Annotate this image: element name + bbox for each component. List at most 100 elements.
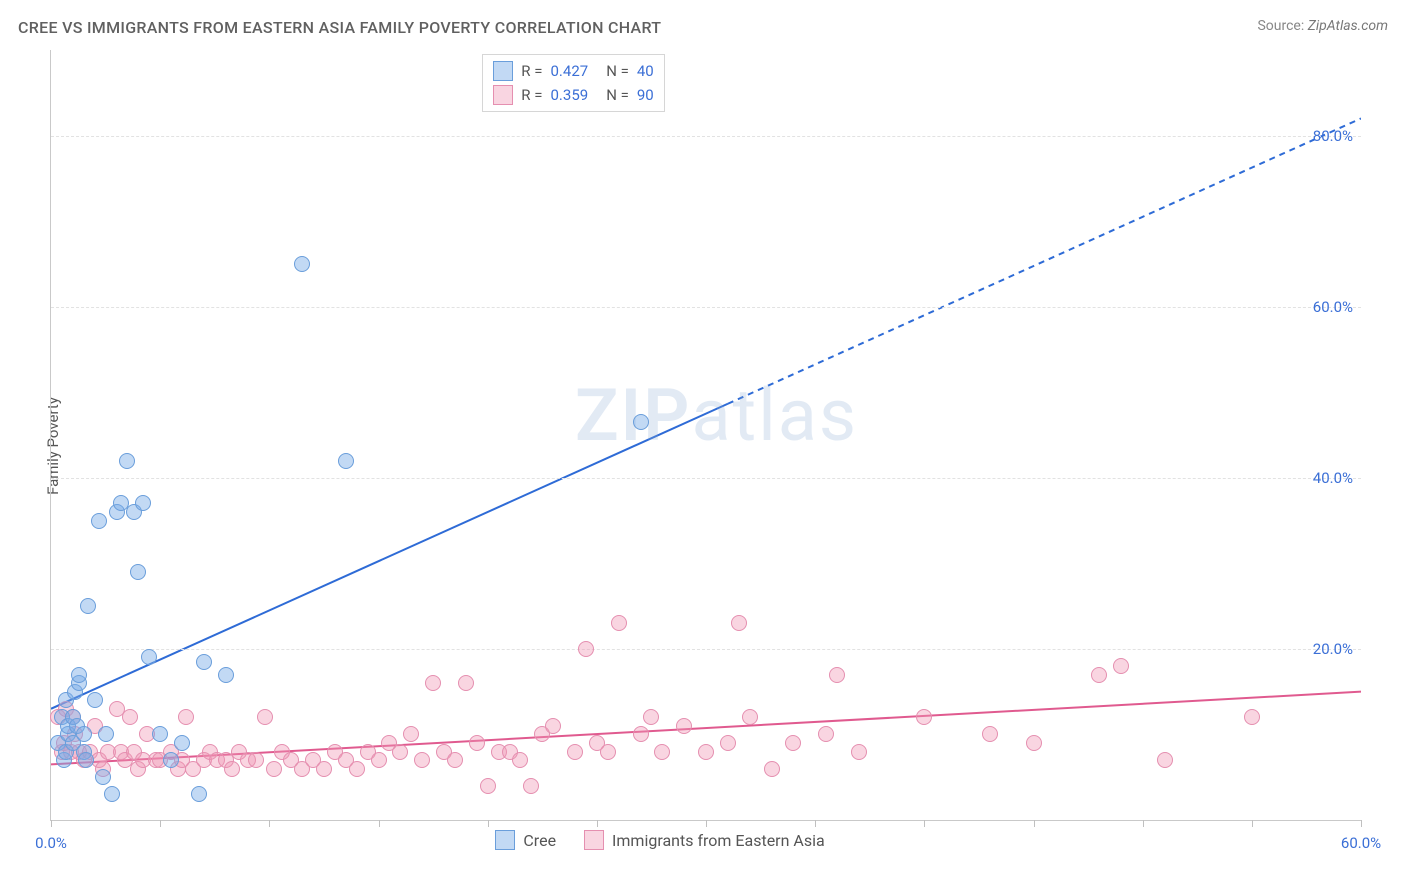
data-point-cree (80, 598, 96, 614)
legend-swatch-easia (493, 85, 513, 105)
legend-swatch-cree (493, 61, 513, 81)
data-point-cree (191, 786, 207, 802)
chart-source: Source: ZipAtlas.com (1257, 18, 1388, 34)
watermark-text: ZIPatlas (575, 373, 858, 458)
data-point-easia (818, 726, 834, 742)
data-point-easia (916, 709, 932, 725)
data-point-easia (545, 718, 561, 734)
data-point-easia (654, 744, 670, 760)
legend-swatch-cree (495, 830, 515, 850)
data-point-easia (403, 726, 419, 742)
grid-line (51, 478, 1361, 479)
data-point-easia (122, 709, 138, 725)
data-point-cree (119, 453, 135, 469)
data-point-easia (676, 718, 692, 734)
data-point-easia (578, 641, 594, 657)
data-point-easia (248, 752, 264, 768)
data-point-easia (523, 778, 539, 794)
legend-row-cree: R = 0.427 N = 40 (493, 59, 653, 83)
data-point-cree (135, 495, 151, 511)
data-point-easia (480, 778, 496, 794)
data-point-cree (91, 513, 107, 529)
data-point-cree (633, 414, 649, 430)
data-point-easia (567, 744, 583, 760)
data-point-easia (512, 752, 528, 768)
x-tick-mark (815, 820, 816, 827)
data-point-easia (392, 744, 408, 760)
data-point-easia (1091, 667, 1107, 683)
legend-R-value-cree: 0.427 (551, 62, 589, 80)
x-tick-mark (924, 820, 925, 827)
x-tick-mark (1143, 820, 1144, 827)
legend-swatch-easia (584, 830, 604, 850)
x-tick-mark (1361, 820, 1362, 827)
data-point-easia (371, 752, 387, 768)
data-point-easia (829, 667, 845, 683)
x-tick-mark (1034, 820, 1035, 827)
y-tick-label: 80.0% (1313, 127, 1353, 145)
data-point-cree (76, 726, 92, 742)
data-point-easia (764, 761, 780, 777)
x-tick-mark (51, 820, 52, 827)
legend-R-value-easia: 0.359 (551, 86, 589, 104)
data-point-easia (851, 744, 867, 760)
chart-plot-area: ZIPatlas 20.0%40.0%60.0%80.0%0.0%60.0% (50, 50, 1361, 821)
trend-line-dashed-cree (728, 118, 1361, 403)
data-point-easia (458, 675, 474, 691)
correlation-legend: R = 0.427 N = 40 R = 0.359 N = 90 (482, 54, 664, 112)
data-point-easia (316, 761, 332, 777)
data-point-easia (611, 615, 627, 631)
data-point-easia (447, 752, 463, 768)
data-point-easia (1026, 735, 1042, 751)
legend-item-cree: Cree (495, 830, 556, 850)
data-point-easia (1157, 752, 1173, 768)
data-point-easia (1244, 709, 1260, 725)
data-point-easia (1113, 658, 1129, 674)
x-tick-label: 0.0% (35, 834, 67, 852)
data-point-cree (174, 735, 190, 751)
legend-item-easia: Immigrants from Eastern Asia (584, 830, 825, 850)
legend-row-easia: R = 0.359 N = 90 (493, 83, 653, 107)
data-point-easia (425, 675, 441, 691)
x-tick-mark (706, 820, 707, 827)
data-point-cree (152, 726, 168, 742)
x-tick-mark (160, 820, 161, 827)
grid-line (51, 649, 1361, 650)
watermark-zip: ZIP (575, 373, 691, 458)
data-point-easia (349, 761, 365, 777)
data-point-easia (698, 744, 714, 760)
x-tick-mark (597, 820, 598, 827)
y-tick-label: 20.0% (1313, 640, 1353, 658)
legend-R-label: R = (521, 62, 542, 80)
data-point-cree (141, 649, 157, 665)
data-point-easia (266, 761, 282, 777)
source-value: ZipAtlas.com (1308, 18, 1388, 34)
data-point-easia (414, 752, 430, 768)
data-point-cree (218, 667, 234, 683)
data-point-easia (643, 709, 659, 725)
grid-line (51, 136, 1361, 137)
data-point-cree (338, 453, 354, 469)
grid-line (51, 307, 1361, 308)
legend-N-value-easia: 90 (637, 86, 654, 104)
data-point-easia (257, 709, 273, 725)
data-point-easia (633, 726, 649, 742)
data-point-easia (982, 726, 998, 742)
chart-title: CREE VS IMMIGRANTS FROM EASTERN ASIA FAM… (18, 18, 661, 37)
data-point-cree (71, 667, 87, 683)
legend-N-label: N = (606, 62, 629, 80)
data-point-cree (196, 654, 212, 670)
legend-label-cree: Cree (523, 831, 556, 850)
data-point-easia (600, 744, 616, 760)
data-point-easia (224, 761, 240, 777)
y-tick-label: 60.0% (1313, 298, 1353, 316)
legend-N-label: N = (606, 86, 629, 104)
data-point-cree (98, 726, 114, 742)
source-label: Source: (1257, 18, 1304, 34)
data-point-easia (720, 735, 736, 751)
data-point-cree (163, 752, 179, 768)
data-point-cree (78, 752, 94, 768)
data-point-easia (742, 709, 758, 725)
legend-N-value-cree: 40 (637, 62, 654, 80)
legend-R-label: R = (521, 86, 542, 104)
